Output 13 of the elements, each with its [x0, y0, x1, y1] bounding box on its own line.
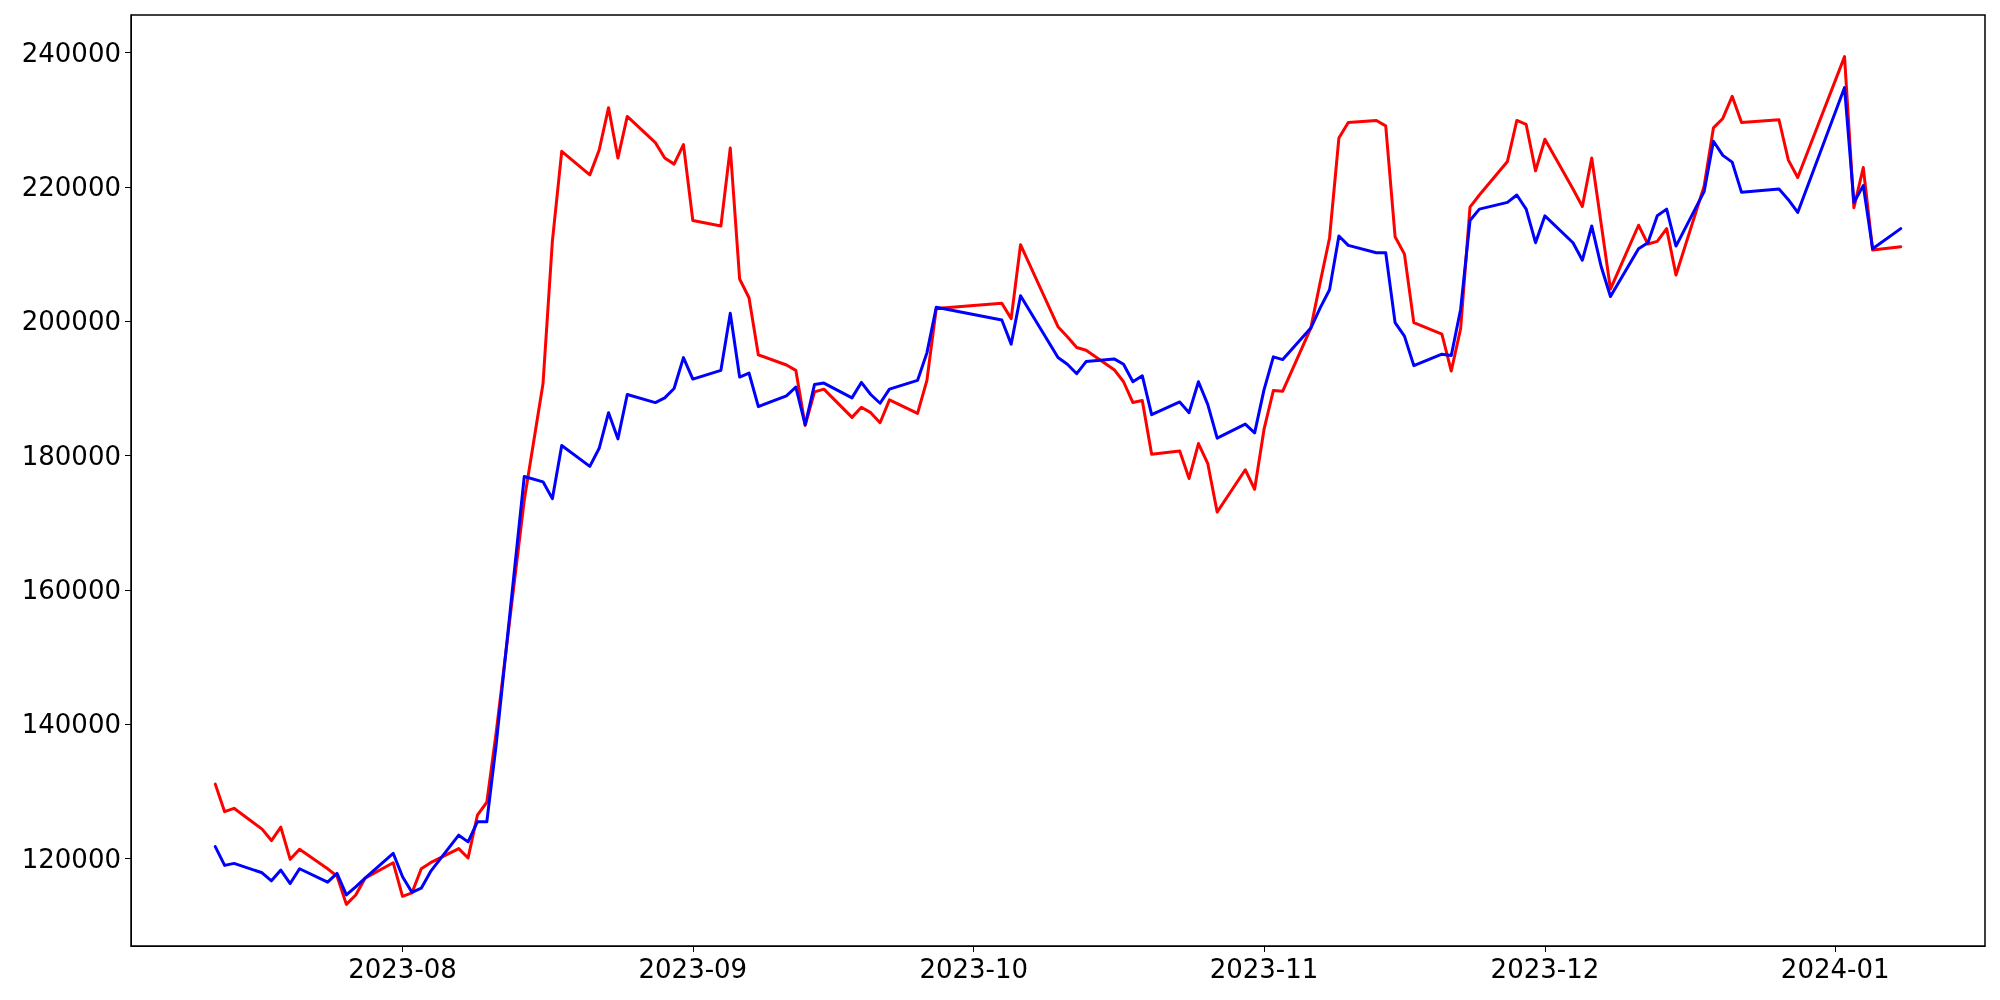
x-tick-label: 2023-10	[919, 954, 1029, 984]
y-tick-label: 220000	[21, 171, 121, 202]
y-tick-label: 120000	[21, 843, 121, 874]
x-tick-label: 2023-09	[638, 954, 748, 984]
y-tick-label: 160000	[21, 574, 121, 605]
y-tick-label: 140000	[21, 709, 121, 740]
x-tick-label: 2023-12	[1490, 954, 1600, 984]
x-tick-label: 2023-11	[1209, 954, 1319, 984]
x-tick-label: 2023-08	[348, 954, 457, 984]
y-tick-label: 180000	[21, 440, 121, 471]
y-tick-label: 240000	[21, 37, 121, 68]
x-tick-label: 2024-01	[1780, 954, 1890, 984]
y-tick-label: 200000	[21, 306, 121, 337]
